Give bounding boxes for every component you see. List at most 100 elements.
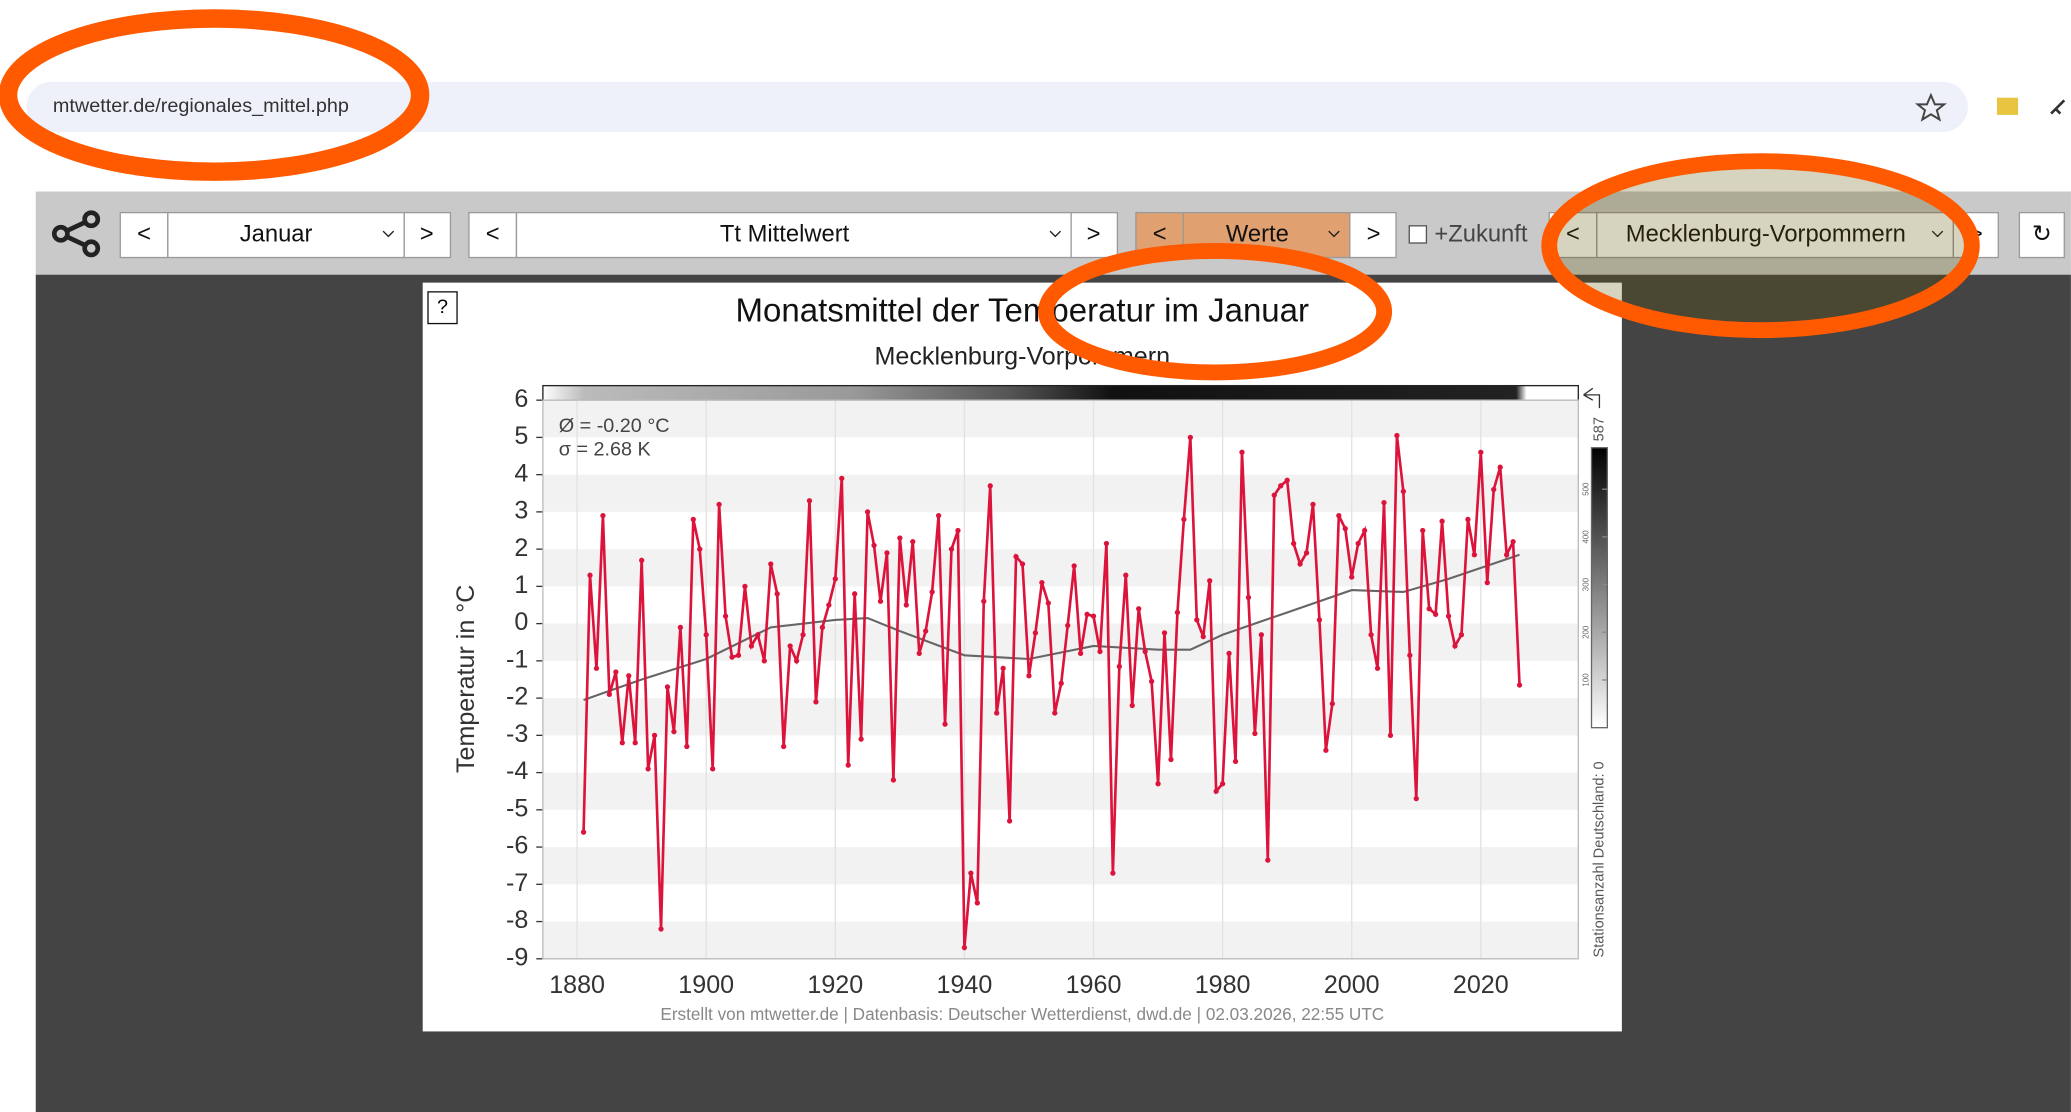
annotation-scribble (1541, 153, 1980, 339)
share-icon[interactable] (51, 210, 101, 258)
y-tick-label: 5 (514, 422, 528, 450)
y-tick-label: -2 (506, 683, 528, 711)
colorbar-tick-label: 200 (1581, 625, 1590, 639)
data-point (639, 557, 645, 563)
data-point (664, 684, 671, 690)
next-label: > (1367, 220, 1381, 247)
data-point (916, 650, 922, 657)
data-point (755, 632, 761, 638)
next-button[interactable] (1070, 211, 1119, 259)
chevron (1931, 230, 1944, 238)
x-tick-label: 1960 (1066, 971, 1122, 999)
y-tick-label: 3 (514, 497, 528, 525)
data-point (1006, 818, 1013, 824)
address-bar[interactable] (26, 81, 1968, 133)
data-point (787, 643, 793, 649)
grid-band (542, 921, 1579, 959)
region: Mecklenburg-Vorpommern (1626, 220, 1906, 247)
data-point (1058, 680, 1064, 686)
help-button[interactable] (427, 291, 458, 325)
next-button[interactable] (1349, 211, 1397, 259)
data-point (1329, 701, 1335, 707)
data-point (929, 589, 935, 595)
data-point (1471, 552, 1478, 558)
data-point (768, 561, 774, 567)
data-point (606, 691, 613, 698)
data-point (781, 743, 787, 750)
annotation-scribble (0, 9, 430, 181)
extension-icon[interactable] (2050, 99, 2066, 115)
data-point (1368, 632, 1374, 638)
data-point (742, 583, 748, 590)
chevron (1328, 230, 1340, 238)
data-point (800, 632, 806, 638)
data-point (1420, 527, 1426, 534)
data-point (1426, 606, 1432, 612)
x-tick-label: 1920 (807, 971, 863, 999)
data-point (1258, 632, 1264, 638)
data-point (864, 509, 871, 515)
data-point (1284, 477, 1290, 483)
data-point (774, 591, 780, 597)
data-point (884, 550, 890, 556)
data-point (632, 740, 638, 746)
y-tick-label: 4 (514, 459, 528, 487)
data-point (1413, 796, 1419, 802)
data-point (613, 669, 619, 675)
future-checkbox[interactable] (1408, 225, 1428, 244)
data-point (1110, 870, 1116, 876)
data-point (1504, 552, 1510, 558)
data-point (1039, 580, 1045, 586)
y-tick-label: 6 (514, 385, 528, 413)
y-tick-label: -7 (506, 869, 528, 897)
data-point (1336, 512, 1342, 519)
extension-icon[interactable] (1996, 97, 2019, 115)
y-tick-label: -9 (506, 943, 528, 971)
data-point (626, 673, 632, 679)
month-select[interactable] (167, 211, 405, 259)
y-tick-label: 0 (514, 608, 528, 636)
data-point (890, 777, 897, 783)
data-point (658, 926, 664, 932)
data-point (974, 900, 980, 906)
reload-button[interactable] (2018, 211, 2065, 259)
data-point (690, 516, 696, 522)
data-point (813, 699, 819, 705)
parameter: Tt Mittelwert (720, 220, 850, 247)
region-select[interactable] (1596, 211, 1955, 259)
data-point (1187, 434, 1193, 441)
data-point (923, 628, 929, 634)
data-point (729, 654, 735, 660)
grid-band (542, 474, 1579, 512)
chevron (382, 230, 395, 238)
data-point (1432, 611, 1439, 617)
x-tick-label: 1880 (549, 971, 605, 999)
y-axis-label: Temperatur in °C (452, 585, 480, 773)
data-point (858, 736, 864, 742)
y-tick-label: -3 (506, 720, 528, 748)
data-point (948, 546, 955, 552)
next-button[interactable] (403, 211, 452, 259)
data-point (1045, 600, 1051, 606)
next-label: > (420, 220, 434, 247)
data-point (877, 598, 884, 604)
data-point (1136, 606, 1142, 612)
data-point (1226, 650, 1232, 657)
data-point (845, 762, 851, 768)
data-point (1323, 747, 1329, 753)
data-point (903, 602, 909, 608)
data-point (1516, 682, 1523, 688)
data-point (1310, 501, 1316, 508)
data-point (961, 944, 968, 951)
data-point (703, 632, 709, 638)
data-point (987, 483, 993, 489)
data-point (1265, 857, 1271, 863)
bookmark-star[interactable] (1914, 92, 1947, 122)
expand-icon[interactable] (1583, 387, 1601, 409)
prev-label: < (1566, 220, 1580, 247)
prev-button[interactable] (468, 211, 518, 259)
data-point (1239, 449, 1245, 455)
data-point (1181, 516, 1187, 522)
month: Januar (240, 220, 313, 247)
data-point (968, 870, 974, 876)
